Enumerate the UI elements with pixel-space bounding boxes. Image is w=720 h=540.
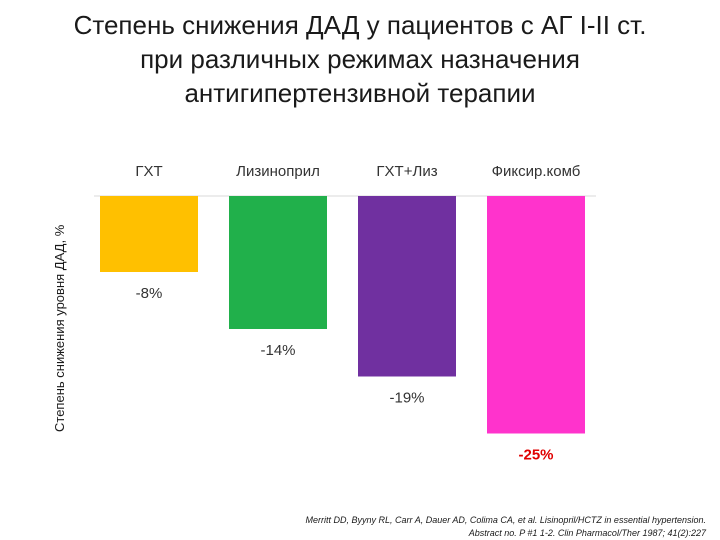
value-label: -25%	[518, 447, 553, 464]
footnote-line: Merritt DD, Byyny RL, Carr A, Dauer AD, …	[305, 515, 706, 525]
value-label: -8%	[136, 285, 163, 302]
category-label: ГХТ+Лиз	[376, 163, 437, 180]
value-label: -14%	[260, 342, 295, 359]
footnote: Merritt DD, Byyny RL, Carr A, Dauer AD, …	[186, 514, 706, 540]
chart-title-line: Степень снижения ДАД у пациентов с АГ I-…	[73, 10, 647, 40]
footnote-line: Abstract no. P #1 1-2. Clin Pharmacol/Th…	[468, 528, 706, 538]
chart-title-line: антигипертензивной терапии	[184, 78, 536, 108]
bar	[100, 196, 198, 272]
chart-title: Степень снижения ДАД у пациентов с АГ I-…	[30, 8, 690, 110]
category-label: Фиксир.комб	[492, 163, 581, 180]
bar	[487, 196, 585, 434]
chart-title-line: при различных режимах назначения	[140, 44, 580, 74]
value-label: -19%	[389, 390, 424, 407]
category-label: Лизиноприл	[236, 163, 320, 180]
bar	[229, 196, 327, 329]
category-label: ГХТ	[135, 163, 162, 180]
bar	[358, 196, 456, 377]
